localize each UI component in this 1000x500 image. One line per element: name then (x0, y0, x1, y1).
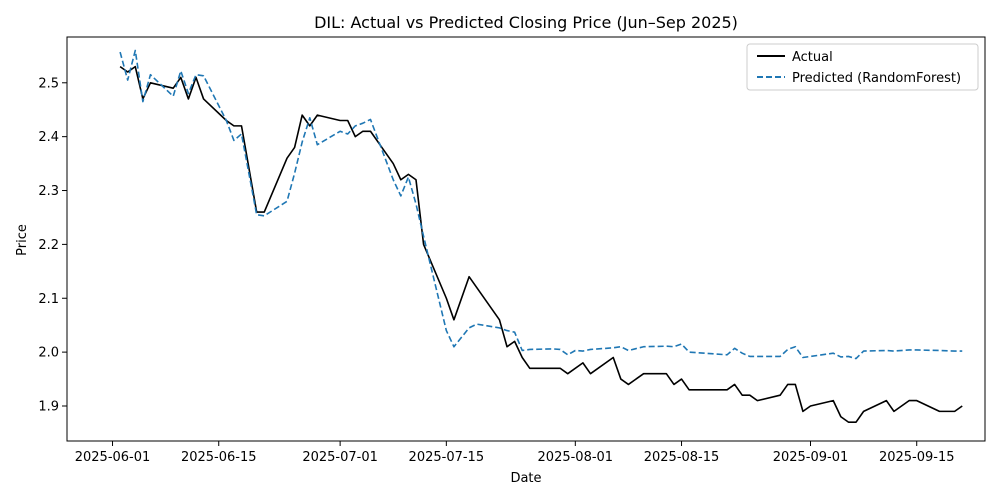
x-tick-label: 2025-06-01 (75, 450, 151, 465)
chart-title: DIL: Actual vs Predicted Closing Price (… (314, 13, 738, 32)
series-line-actual (119, 65, 963, 423)
x-axis: 2025-06-01 2025-06-15 2025-07-01 2025-07-15… (75, 441, 955, 465)
y-tick-label: 2.2 (38, 238, 59, 253)
x-tick-label: 2025-06-15 (181, 450, 257, 465)
y-axis: 1.9 2.0 2.1 2.2 2.3 2.4 2.5 (38, 76, 67, 414)
x-tick-label: 2025-09-15 (879, 450, 955, 465)
legend: Actual Predicted (RandomForest) (746, 43, 979, 91)
x-tick-label: 2025-07-15 (409, 450, 485, 465)
legend-box (746, 43, 979, 91)
y-tick-label: 2.0 (38, 346, 59, 361)
y-tick-label: 2.3 (38, 184, 59, 199)
y-tick-label: 1.9 (38, 399, 59, 414)
y-axis-label: Price (15, 224, 30, 256)
x-tick-label: 2025-09-01 (773, 450, 849, 465)
legend-label-actual: Actual (792, 50, 833, 65)
x-axis-label: Date (510, 471, 541, 486)
series-line-predicted (119, 49, 963, 360)
plot-area (66, 36, 986, 442)
x-tick-label: 2025-07-01 (302, 450, 378, 465)
legend-label-predicted: Predicted (RandomForest) (792, 71, 961, 86)
y-tick-label: 2.1 (38, 292, 59, 307)
y-tick-label: 2.4 (38, 130, 59, 145)
x-tick-label: 2025-08-01 (538, 450, 614, 465)
series-layer (119, 49, 963, 423)
x-tick-label: 2025-08-15 (644, 450, 720, 465)
y-tick-label: 2.5 (38, 76, 59, 91)
